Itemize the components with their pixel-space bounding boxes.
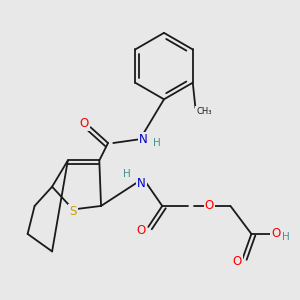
- Text: S: S: [69, 205, 77, 218]
- Text: H: H: [283, 232, 290, 242]
- Text: O: O: [271, 227, 280, 240]
- Text: H: H: [123, 169, 131, 179]
- Text: O: O: [80, 117, 89, 130]
- Text: H: H: [153, 138, 161, 148]
- Text: O: O: [136, 224, 145, 237]
- Text: N: N: [139, 133, 147, 146]
- Text: N: N: [137, 177, 146, 190]
- Text: CH₃: CH₃: [196, 107, 212, 116]
- Text: O: O: [205, 200, 214, 212]
- Text: O: O: [233, 255, 242, 268]
